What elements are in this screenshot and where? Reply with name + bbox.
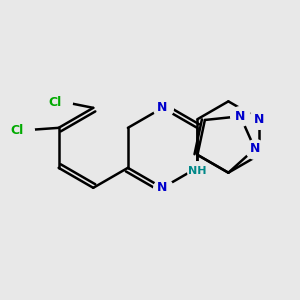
Point <box>195 169 200 173</box>
Point <box>257 117 262 122</box>
Point <box>59 100 64 105</box>
Text: N: N <box>235 110 245 123</box>
Text: N: N <box>254 113 264 126</box>
Point <box>160 105 165 110</box>
Text: Cl: Cl <box>49 96 62 109</box>
Point <box>22 128 26 132</box>
Point <box>253 146 257 151</box>
Text: N: N <box>157 101 168 114</box>
Text: N: N <box>157 181 168 194</box>
Point <box>238 114 243 118</box>
Point <box>160 185 165 190</box>
Text: Cl: Cl <box>11 124 24 136</box>
Text: N: N <box>250 142 260 155</box>
Text: NH: NH <box>188 166 207 176</box>
